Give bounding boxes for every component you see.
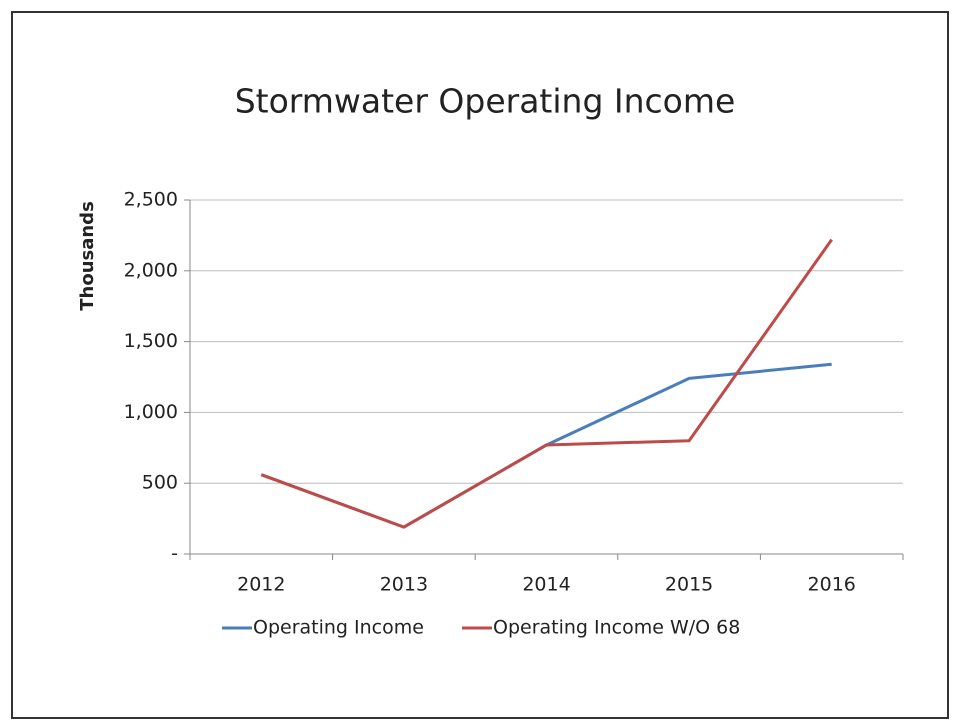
x-tick-label: 2012 [237,574,285,596]
x-tick-label: 2014 [522,574,570,596]
chart-frame [11,11,949,719]
y-tick-label: 500 [142,472,178,494]
x-tick-label: 2016 [808,574,856,596]
legend-label: Operating Income [253,617,424,639]
x-tick-label: 2013 [380,574,428,596]
x-tick-label: 2015 [665,574,713,596]
y-tick-label: 2,000 [124,259,178,281]
legend-label: Operating Income W/O 68 [493,617,740,639]
chart-title: Stormwater Operating Income [235,82,736,121]
y-tick-label: 1,500 [124,330,178,352]
y-tick-label: 1,000 [124,401,178,423]
y-tick-label: 2,500 [124,189,178,211]
y-tick-label: - [171,543,178,565]
line-series [260,238,833,529]
y-axis-title: Thousands [77,201,98,311]
